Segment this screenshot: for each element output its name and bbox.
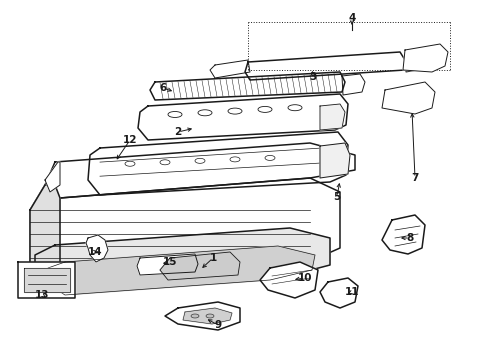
Ellipse shape: [198, 110, 212, 116]
Polygon shape: [138, 94, 348, 140]
Ellipse shape: [288, 105, 302, 111]
Text: 10: 10: [298, 273, 312, 283]
Polygon shape: [260, 262, 318, 298]
Ellipse shape: [228, 108, 242, 114]
Text: 12: 12: [123, 135, 137, 145]
Polygon shape: [30, 185, 60, 295]
Polygon shape: [86, 235, 108, 262]
Polygon shape: [137, 254, 198, 275]
Text: 1: 1: [209, 253, 217, 263]
Ellipse shape: [191, 314, 199, 318]
Text: 9: 9: [215, 320, 221, 330]
Ellipse shape: [206, 314, 214, 318]
Text: 11: 11: [345, 287, 359, 297]
Polygon shape: [405, 50, 435, 72]
Text: 8: 8: [406, 233, 414, 243]
Polygon shape: [45, 162, 60, 192]
Polygon shape: [24, 268, 70, 292]
Text: 6: 6: [159, 83, 167, 93]
Text: 5: 5: [333, 192, 341, 202]
Polygon shape: [45, 246, 315, 295]
Text: 14: 14: [88, 247, 102, 257]
Ellipse shape: [258, 107, 272, 112]
Text: 15: 15: [163, 257, 177, 267]
Polygon shape: [382, 82, 435, 114]
Ellipse shape: [195, 158, 205, 163]
Polygon shape: [45, 143, 355, 198]
Ellipse shape: [265, 156, 275, 161]
Text: 13: 13: [35, 290, 49, 300]
Polygon shape: [18, 262, 75, 298]
Polygon shape: [210, 60, 250, 78]
Polygon shape: [320, 104, 345, 130]
Polygon shape: [165, 302, 240, 330]
Polygon shape: [160, 252, 240, 280]
Polygon shape: [183, 308, 232, 324]
Polygon shape: [30, 178, 340, 285]
Polygon shape: [382, 215, 425, 254]
Polygon shape: [245, 52, 405, 80]
Polygon shape: [342, 74, 365, 95]
Ellipse shape: [125, 161, 135, 166]
Text: 2: 2: [174, 127, 182, 137]
Text: 4: 4: [348, 13, 356, 23]
Ellipse shape: [160, 160, 170, 165]
Ellipse shape: [230, 157, 240, 162]
Polygon shape: [88, 132, 348, 195]
Text: 3: 3: [309, 72, 317, 82]
Ellipse shape: [168, 112, 182, 117]
Text: 7: 7: [411, 173, 418, 183]
Polygon shape: [320, 143, 350, 178]
Polygon shape: [320, 278, 358, 308]
Polygon shape: [403, 44, 448, 72]
Polygon shape: [35, 228, 330, 292]
Polygon shape: [150, 72, 345, 100]
